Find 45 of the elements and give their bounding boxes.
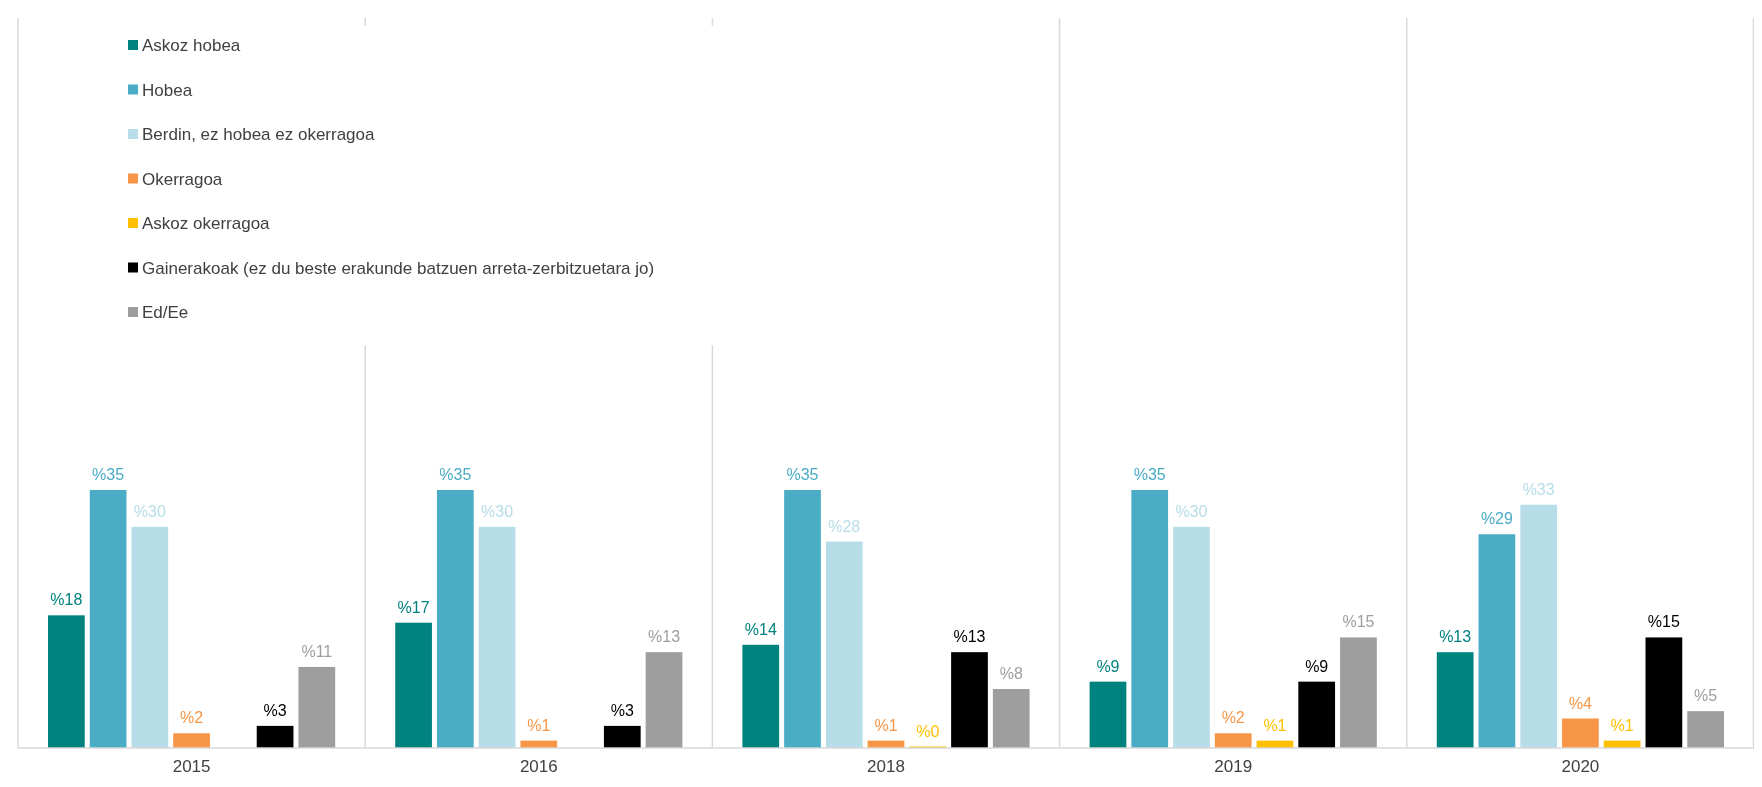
data-label: %15 — [1647, 613, 1680, 631]
data-label: %13 — [648, 628, 681, 646]
x-tick-label: 2015 — [172, 757, 211, 776]
legend-label: Berdin, ez hobea ez okerragoa — [142, 125, 376, 144]
legend-label: Hobea — [142, 80, 193, 100]
data-label: %2 — [1221, 709, 1245, 727]
data-label: %13 — [1439, 628, 1472, 646]
data-label: %15 — [1342, 613, 1375, 631]
data-label: %3 — [263, 701, 287, 719]
data-label: %35 — [1133, 466, 1166, 483]
data-label: %0 — [916, 722, 940, 740]
legend-label: Ed/Ee — [142, 303, 189, 322]
data-label: %2 — [180, 709, 204, 727]
data-label: %30 — [133, 502, 166, 520]
legend-label: Askoz hobea — [142, 36, 241, 55]
data-label: %8 — [999, 665, 1023, 683]
data-label: %1 — [527, 716, 551, 734]
x-tick-label: 2019 — [1214, 757, 1253, 776]
data-label: %35 — [92, 466, 125, 483]
data-label: %30 — [481, 502, 514, 520]
data-label: %29 — [1480, 510, 1514, 528]
data-label: %18 — [50, 591, 83, 609]
data-label: %1 — [1610, 716, 1634, 734]
legend-label: Askoz okerragoa — [142, 214, 271, 233]
data-label: %9 — [1096, 657, 1120, 675]
x-tick-label: 2020 — [1561, 757, 1600, 776]
data-label: %3 — [610, 701, 634, 719]
data-label: %5 — [1694, 687, 1718, 705]
data-label: %35 — [786, 466, 819, 483]
data-label: %11 — [301, 642, 333, 660]
data-label: %14 — [744, 620, 777, 638]
data-label: %9 — [1305, 657, 1329, 675]
data-label: %33 — [1522, 480, 1555, 498]
x-tick-label: 2016 — [519, 757, 558, 776]
x-tick-label: 2018 — [867, 757, 905, 776]
data-label: %13 — [953, 628, 986, 646]
data-label: %28 — [828, 517, 861, 535]
data-label: %30 — [1175, 502, 1208, 520]
data-label: %17 — [397, 598, 430, 616]
data-label: %4 — [1568, 694, 1593, 712]
data-label: %1 — [874, 716, 898, 734]
legend-label: Gainerakoak (ez du beste erakunde batzuen arreta-zerbitzuetara jo) — [142, 258, 655, 278]
data-label: %35 — [439, 466, 472, 483]
legend-label: Okerragoa — [142, 169, 223, 189]
data-label: %1 — [1263, 716, 1287, 734]
